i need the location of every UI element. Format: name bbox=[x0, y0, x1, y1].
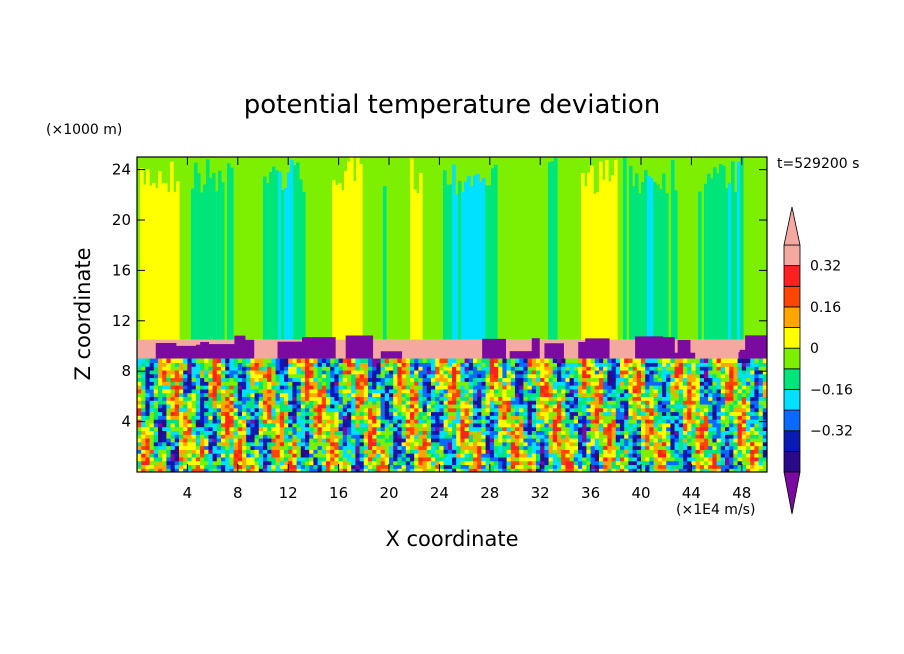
colorbar-swatch bbox=[783, 285, 801, 308]
x-tick-label: 24 bbox=[430, 484, 449, 502]
y-tick-label: 24 bbox=[112, 161, 131, 179]
colorbar-swatch bbox=[783, 347, 801, 370]
x-tick-label: 4 bbox=[183, 484, 193, 502]
x-tick-label: 28 bbox=[480, 484, 499, 502]
colorbar-swatch bbox=[783, 368, 801, 390]
x-unit-label: (×1E4 m/s) bbox=[676, 502, 755, 518]
colorbar-swatch bbox=[783, 244, 801, 267]
colorbar-tick-label: −0.32 bbox=[810, 424, 853, 440]
x-axis: 4 8 12 16 20 24 28 32 36 40 44 48 bbox=[183, 157, 751, 502]
y-axis-label: Z coordinate bbox=[71, 247, 95, 380]
heatmap-field bbox=[137, 157, 767, 472]
plot-frame bbox=[136, 156, 768, 473]
colorbar-tick-label: 0 bbox=[810, 341, 819, 357]
x-axis-label: X coordinate bbox=[385, 527, 518, 551]
colorbar-swatch bbox=[783, 450, 801, 473]
colorbar-swatch bbox=[783, 430, 801, 452]
colorbar-tick-label: −0.16 bbox=[810, 382, 853, 398]
x-tick-label: 16 bbox=[329, 484, 348, 502]
colorbar-tick-label: 0.32 bbox=[810, 259, 841, 275]
colorbar-swatch bbox=[783, 409, 801, 432]
time-label: t=529200 s bbox=[777, 156, 859, 172]
x-tick-label: 48 bbox=[732, 484, 751, 502]
y-tick-label: 20 bbox=[112, 211, 131, 229]
x-tick-label: 40 bbox=[631, 484, 650, 502]
chart-title: potential temperature deviation bbox=[244, 90, 660, 120]
x-tick-label: 12 bbox=[279, 484, 298, 502]
y-unit-label: (×1000 m) bbox=[46, 122, 122, 138]
y-tick-label: 16 bbox=[112, 261, 131, 279]
colorbar-tick-label: 0.16 bbox=[810, 300, 841, 316]
y-axis: 4 8 12 16 20 24 bbox=[112, 161, 767, 431]
x-tick-label: 36 bbox=[581, 484, 600, 502]
y-tick-label: 4 bbox=[121, 413, 131, 431]
x-tick-label: 8 bbox=[233, 484, 243, 502]
y-tick-label: 12 bbox=[112, 312, 131, 330]
colorbar-swatch bbox=[783, 265, 801, 287]
colorbar-swatch bbox=[783, 389, 801, 411]
y-tick-label: 8 bbox=[121, 362, 131, 380]
colorbar-max-extension bbox=[783, 206, 801, 246]
colorbar: 0.32 0.16 0 −0.16 −0.32 bbox=[783, 206, 853, 515]
colorbar-swatch bbox=[783, 306, 801, 328]
colorbar-swatch bbox=[783, 327, 801, 349]
x-tick-label: 44 bbox=[682, 484, 701, 502]
x-tick-label: 20 bbox=[379, 484, 398, 502]
x-tick-label: 32 bbox=[531, 484, 550, 502]
colorbar-min-extension bbox=[783, 471, 801, 515]
